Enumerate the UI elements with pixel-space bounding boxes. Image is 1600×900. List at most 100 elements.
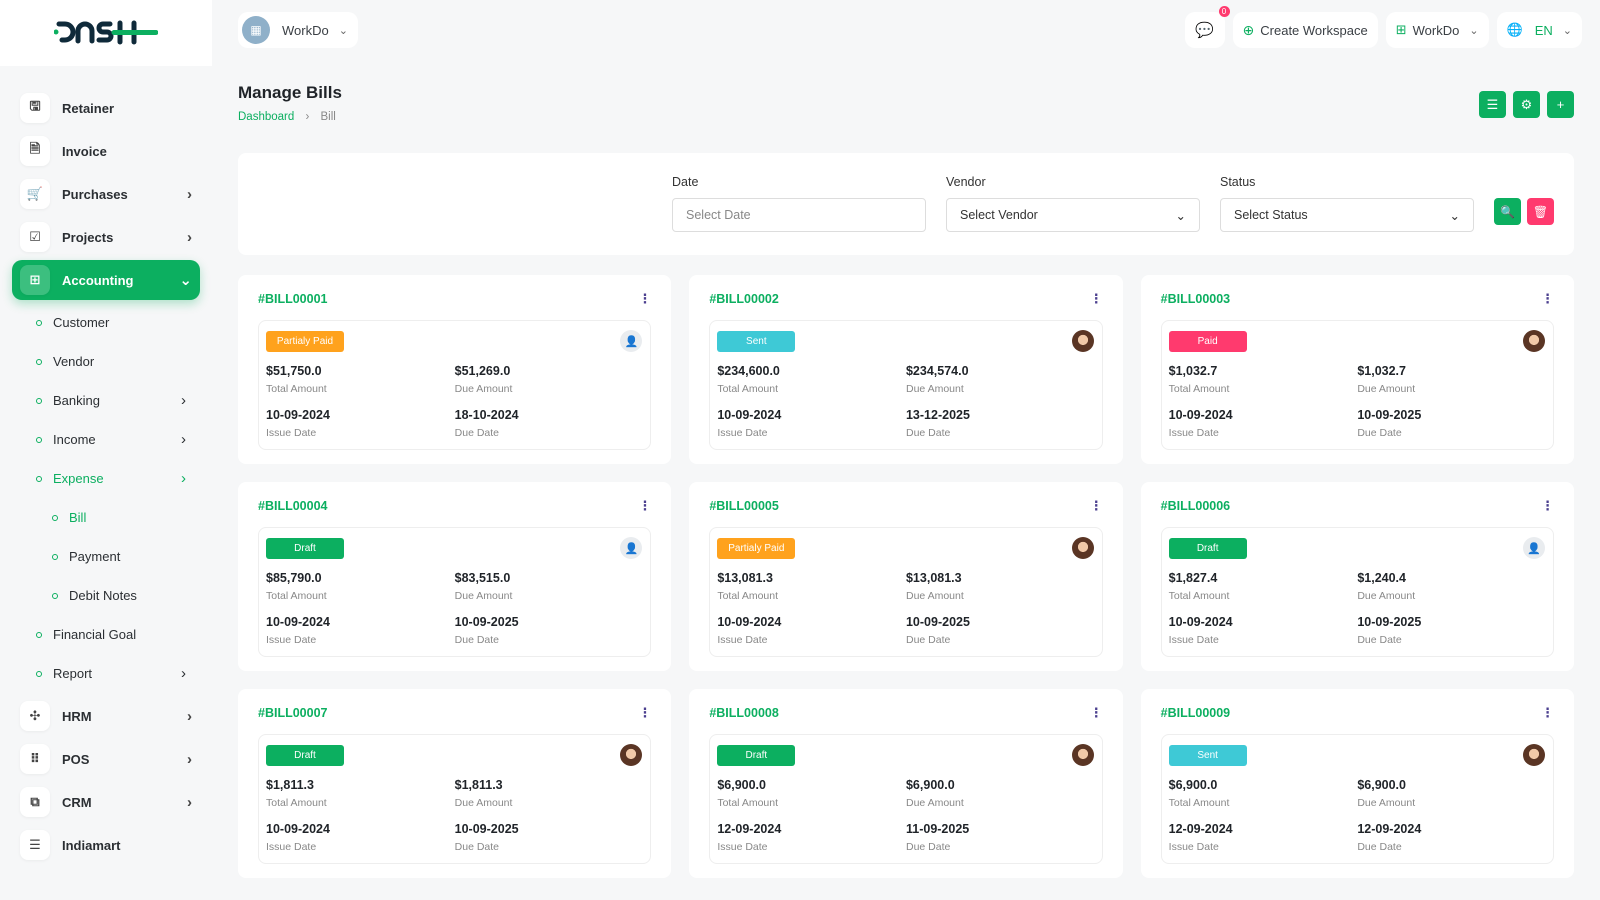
chevron-right-icon: › <box>181 431 186 448</box>
add-bill-button[interactable]: + <box>1547 91 1574 118</box>
status-badge: Paid <box>1168 331 1247 352</box>
sidebar-item-label: Invoice <box>62 143 107 159</box>
date-label: Date <box>672 175 699 189</box>
total-amount: $6,900.0 <box>717 778 766 792</box>
status-select[interactable]: Select Status ⌄ <box>1220 198 1474 232</box>
chevron-icon: › <box>187 707 192 725</box>
total-amount-label: Total Amount <box>1168 383 1230 395</box>
more-options-icon[interactable]: ⋮ <box>1541 497 1554 513</box>
chevron-down-icon: ⌄ <box>1562 24 1572 37</box>
settings-button[interactable]: ⚙ <box>1513 91 1540 118</box>
status-badge: Partialy Paid <box>266 331 344 352</box>
language-selector[interactable]: 🌐 EN ⌄ <box>1496 12 1582 48</box>
bill-id-link[interactable]: #BILL00007 <box>258 705 328 720</box>
chevron-icon: › <box>187 185 192 203</box>
issue-date-label: Issue Date <box>266 427 317 439</box>
sidebar-subitem-income[interactable]: Income › <box>12 420 200 459</box>
logo[interactable] <box>0 0 212 66</box>
sidebar-item-accounting[interactable]: ⊞ Accounting ⌄ <box>12 260 200 300</box>
sidebar-item-projects[interactable]: ☑ Projects › <box>12 217 200 257</box>
messages-button[interactable]: 💬 0 <box>1184 6 1230 48</box>
due-date: 10-09-2025 <box>454 822 519 836</box>
bill-id-link[interactable]: #BILL00005 <box>709 498 779 513</box>
bullet-icon <box>36 436 42 443</box>
issue-date: 10-09-2024 <box>717 408 782 422</box>
sidebar-subitem-expense[interactable]: Expense › <box>12 459 200 498</box>
chat-icon: 💬 <box>1195 22 1214 39</box>
more-options-icon[interactable]: ⋮ <box>1541 290 1554 306</box>
bill-card: #BILL00009 ⋮ Sent $6,900.0 Total Amount $6… <box>1140 689 1574 878</box>
more-options-icon[interactable]: ⋮ <box>638 290 652 306</box>
more-options-icon[interactable]: ⋮ <box>1089 497 1103 513</box>
bill-details: Sent $6,900.0 Total Amount $6,900.0 Due Am… <box>1160 734 1554 864</box>
bill-card: #BILL00008 ⋮ Draft $6,900.0 Total Amount $… <box>689 689 1123 878</box>
bullet-icon <box>36 670 42 677</box>
issue-date: 12-09-2024 <box>717 822 782 836</box>
sidebar-item-label: Accounting <box>62 272 134 288</box>
sidebar-subitem-report[interactable]: Report › <box>12 654 200 693</box>
bill-card: #BILL00006 ⋮ Draft 👤 $1,827.4 Total Amount… <box>1140 482 1574 671</box>
bill-id-link[interactable]: #BILL00008 <box>709 705 779 720</box>
sidebar-item-purchases[interactable]: 🛒 Purchases › <box>12 174 200 214</box>
reset-button[interactable]: 🗑 <box>1527 198 1554 225</box>
sidebar-item-invoice[interactable]: 🗎 Invoice <box>12 131 200 171</box>
sidebar-item-retainer[interactable]: 🖫 Retainer <box>12 88 200 128</box>
due-amount-label: Due Amount <box>1357 383 1416 395</box>
vendor-avatar <box>1523 330 1545 352</box>
total-amount-label: Total Amount <box>1168 797 1230 809</box>
issue-date: 10-09-2024 <box>266 615 330 629</box>
sidebar-item-indiamart[interactable]: ☰ Indiamart <box>12 825 200 865</box>
vendor-select[interactable]: Select Vendor ⌄ <box>946 198 1200 232</box>
sidebar-subitem-payment[interactable]: Payment <box>12 537 200 576</box>
sidebar-nav: 🖫 Retainer 🗎 Invoice 🛒 Purchases › ☑ Projects › ⊞ A… <box>0 66 212 865</box>
bill-details: Draft 👤 $85,790.0 Total Amount $83,515.0 D… <box>258 527 652 657</box>
more-options-icon[interactable]: ⋮ <box>1089 704 1103 720</box>
date-filter: Date Select Date <box>672 175 926 232</box>
chevron-down-icon: ⌄ <box>338 24 348 37</box>
more-options-icon[interactable]: ⋮ <box>638 497 652 513</box>
bill-id-link[interactable]: #BILL00004 <box>258 498 328 513</box>
sidebar-subitem-label: Payment <box>69 549 121 564</box>
issue-date: 12-09-2024 <box>1168 822 1233 836</box>
sidebar-subitem-financial-goal[interactable]: Financial Goal <box>12 615 200 654</box>
sidebar-item-hrm[interactable]: ✣ HRM › <box>12 696 200 736</box>
sidebar-item-label: Retainer <box>62 100 115 116</box>
trash-icon: 🗑 <box>1532 204 1549 219</box>
status-badge: Sent <box>1168 745 1247 766</box>
sidebar-subitem-banking[interactable]: Banking › <box>12 381 200 420</box>
search-button[interactable]: 🔍 <box>1494 198 1521 225</box>
total-amount-label: Total Amount <box>266 383 327 395</box>
hrm-icon: ✣ <box>20 701 50 731</box>
sidebar-subitem-customer[interactable]: Customer <box>12 303 200 342</box>
due-amount: $6,900.0 <box>1357 778 1406 792</box>
bill-id-link[interactable]: #BILL00006 <box>1160 498 1231 513</box>
bill-id-link[interactable]: #BILL00001 <box>258 291 328 306</box>
sidebar-subitem-bill[interactable]: Bill <box>12 498 200 537</box>
list-view-button[interactable]: ☰ <box>1479 91 1506 118</box>
bill-id-link[interactable]: #BILL00009 <box>1160 705 1231 720</box>
breadcrumb-dashboard[interactable]: Dashboard <box>238 111 295 123</box>
issue-date-label: Issue Date <box>266 841 317 853</box>
bill-id-link[interactable]: #BILL00002 <box>709 291 779 306</box>
cart-icon: 🛒 <box>20 179 50 209</box>
more-options-icon[interactable]: ⋮ <box>638 704 652 720</box>
due-date: 18-10-2024 <box>454 408 519 422</box>
bill-details: Draft $1,811.3 Total Amount $1,811.3 Due A… <box>258 734 652 864</box>
more-options-icon[interactable]: ⋮ <box>1541 704 1554 720</box>
total-amount: $1,827.4 <box>1168 571 1218 585</box>
sidebar-subitem-label: Financial Goal <box>53 627 137 642</box>
due-amount: $6,900.0 <box>905 778 955 792</box>
sidebar-subitem-debit-notes[interactable]: Debit Notes <box>12 576 200 615</box>
create-workspace-button[interactable]: ⊕ Create Workspace <box>1232 12 1378 48</box>
bill-id-link[interactable]: #BILL00003 <box>1160 291 1231 306</box>
workspace-switcher[interactable]: ▦ WorkDo ⌄ <box>238 12 358 48</box>
chevron-right-icon: › <box>181 665 186 682</box>
vendor-avatar: 👤 <box>620 537 643 559</box>
workspace-menu[interactable]: ⊞ WorkDo ⌄ <box>1385 12 1489 48</box>
sidebar-item-pos[interactable]: ⠿ POS › <box>12 739 200 779</box>
date-input[interactable]: Select Date <box>672 198 926 232</box>
sidebar-subitem-vendor[interactable]: Vendor <box>12 342 200 381</box>
more-options-icon[interactable]: ⋮ <box>1089 290 1103 306</box>
total-amount: $85,790.0 <box>266 571 322 585</box>
sidebar-item-crm[interactable]: ⧉ CRM › <box>12 782 200 822</box>
